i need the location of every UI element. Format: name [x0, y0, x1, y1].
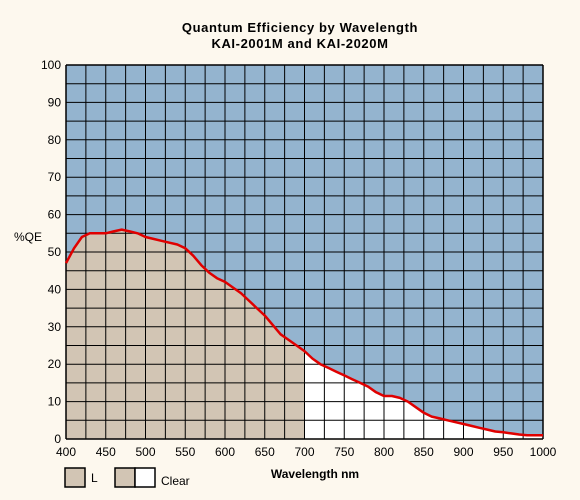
x-tick-label: 400 [56, 445, 76, 459]
legend-swatch-l [64, 467, 86, 488]
x-tick-label: 600 [215, 445, 235, 459]
y-tick-label: 80 [48, 133, 62, 147]
x-tick-label: 450 [96, 445, 116, 459]
x-tick-label: 750 [334, 445, 354, 459]
x-tick-label: 700 [294, 445, 314, 459]
chart-title: Quantum Efficiency by Wavelength [182, 20, 418, 35]
y-tick-label: 20 [48, 357, 62, 371]
grid-lines [65, 64, 544, 440]
y-axis-ticks: 0 10 20 30 40 50 60 70 80 90 100 [41, 58, 61, 446]
y-tick-label: 10 [48, 395, 62, 409]
qe-curve [64, 228, 543, 437]
y-tick-label: 100 [41, 58, 61, 72]
y-tick-label: 70 [48, 170, 62, 184]
x-tick-label: 850 [414, 445, 434, 459]
legend-label-clear: Clear [161, 474, 190, 488]
y-tick-label: 30 [48, 320, 62, 334]
chart-subtitle: KAI-2001M and KAI-2020M [211, 36, 388, 51]
legend: L Clear [64, 467, 190, 488]
x-tick-label: 650 [255, 445, 275, 459]
y-tick-label: 50 [48, 245, 62, 259]
x-axis-label: Wavelength nm [271, 467, 359, 481]
legend-label-l: L [91, 471, 98, 485]
x-tick-label: 1000 [530, 445, 557, 459]
x-tick-label: 550 [175, 445, 195, 459]
x-tick-label: 950 [493, 445, 513, 459]
y-tick-label: 90 [48, 95, 62, 109]
y-tick-label: 40 [48, 282, 62, 296]
legend-swatch-clear-l [114, 467, 136, 488]
x-tick-label: 900 [453, 445, 473, 459]
qe-curve-layer [64, 228, 543, 437]
x-tick-label: 500 [135, 445, 155, 459]
x-axis-ticks: 400 450 500 550 600 650 700 750 800 850 900 950 1000 [56, 445, 557, 459]
x-tick-label: 800 [374, 445, 394, 459]
y-axis-label: %QE [14, 230, 42, 244]
y-tick-label: 0 [54, 432, 61, 446]
y-tick-label: 60 [48, 208, 62, 222]
legend-swatch-clear [134, 467, 156, 488]
